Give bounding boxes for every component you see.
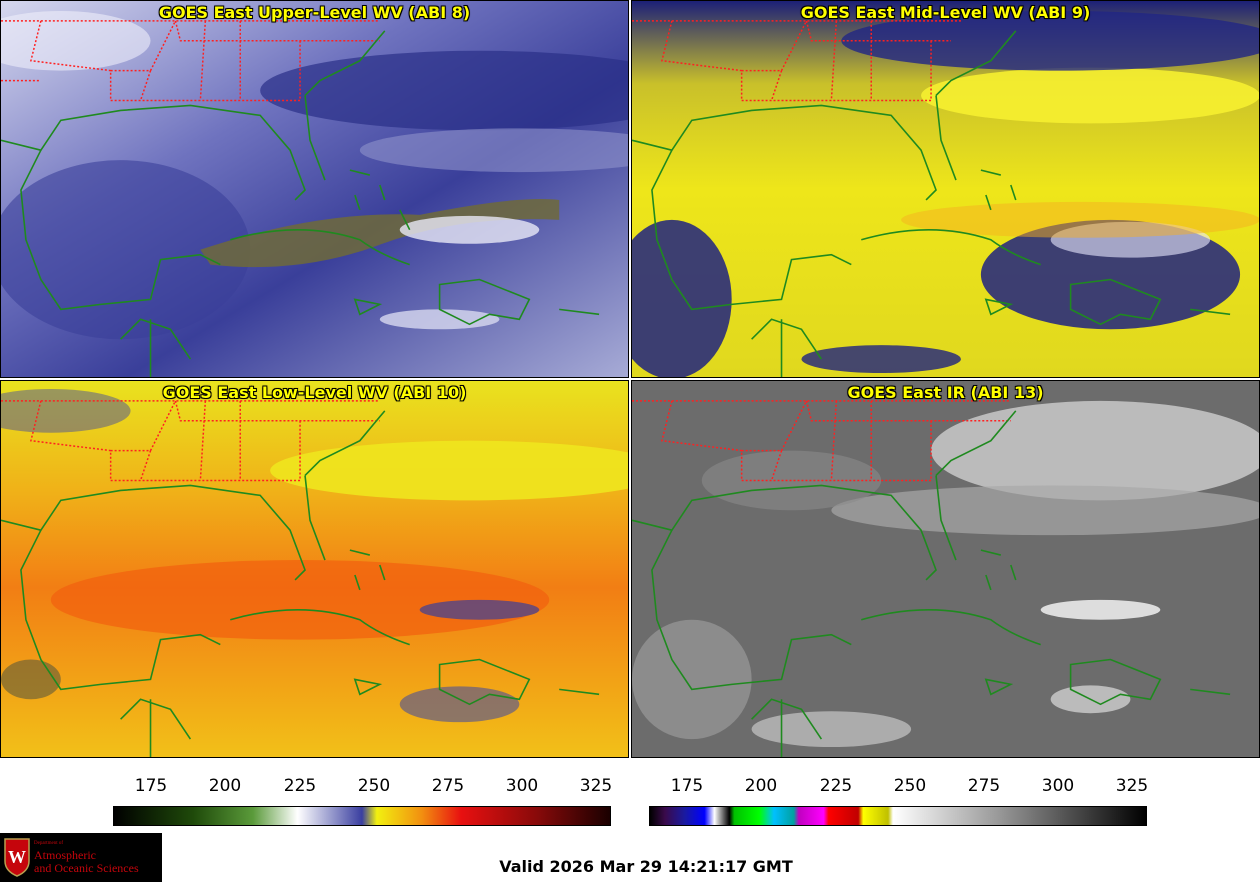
crest-letter: W <box>8 847 26 867</box>
uw-crest-icon: W <box>4 838 30 877</box>
panel-mid-wv: GOES East Mid-Level WV (ABI 9) <box>631 0 1260 378</box>
wv-tick-label: 250 <box>357 776 391 796</box>
ir-tick-label: 175 <box>670 776 704 796</box>
wv-tick-label: 275 <box>431 776 465 796</box>
logo-dept: Department of <box>34 841 64 846</box>
ir-tick-label: 300 <box>1041 776 1075 796</box>
ir-tick-label: 275 <box>967 776 1001 796</box>
ir-colorbar-ticks: 175 200 225 250 275 300 325 <box>649 776 1149 806</box>
mid-wv-image <box>632 1 1259 377</box>
ir-tick-label: 325 <box>1115 776 1149 796</box>
panel-title: GOES East IR (ABI 13) <box>847 383 1044 402</box>
upper-wv-image <box>1 1 628 377</box>
panel-ir: GOES East IR (ABI 13) <box>631 380 1260 758</box>
valid-time: Valid 2026 Mar 29 14:21:17 GMT <box>499 857 793 876</box>
wv-tick-label: 325 <box>579 776 613 796</box>
wv-colorbar <box>113 806 611 826</box>
panel-low-wv: GOES East Low-Level WV (ABI 10) <box>0 380 629 758</box>
low-wv-image <box>1 381 628 757</box>
ir-tick-label: 225 <box>819 776 853 796</box>
wv-tick-label: 225 <box>283 776 317 796</box>
ir-colorbar <box>649 806 1147 826</box>
ir-tick-label: 200 <box>744 776 778 796</box>
ir-image <box>632 381 1259 757</box>
wv-tick-label: 175 <box>134 776 168 796</box>
panel-upper-wv: GOES East Upper-Level WV (ABI 8) <box>0 0 629 378</box>
wv-tick-label: 200 <box>208 776 242 796</box>
wv-tick-label: 300 <box>505 776 539 796</box>
logo-line2: and Oceanic Sciences <box>34 861 139 875</box>
panel-title: GOES East Low-Level WV (ABI 10) <box>162 383 467 402</box>
panel-title: GOES East Upper-Level WV (ABI 8) <box>158 3 471 22</box>
wv-colorbar-ticks: 175 200 225 250 275 300 325 <box>113 776 613 806</box>
ir-tick-label: 250 <box>893 776 927 796</box>
aos-logo: W Department of Atmospheric and Oceanic … <box>0 833 162 882</box>
panel-title: GOES East Mid-Level WV (ABI 9) <box>800 3 1091 22</box>
logo-line1: Atmospheric <box>34 848 96 862</box>
